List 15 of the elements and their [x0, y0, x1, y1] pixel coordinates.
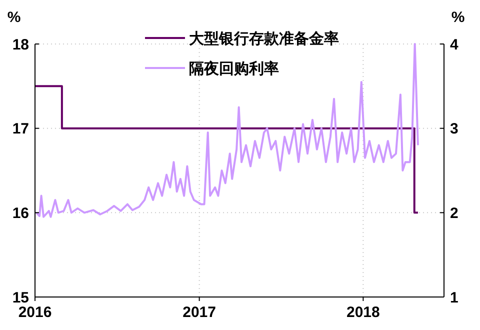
x-tick-label: 2017 — [182, 304, 216, 321]
x-tick-label: 2016 — [18, 304, 52, 321]
y-axis-title: % — [7, 9, 21, 26]
y2-tick-label: 4 — [450, 36, 459, 54]
y2-tick-label: 2 — [450, 204, 458, 222]
y2-tick-label: 3 — [450, 120, 458, 138]
y2-tick-label: 1 — [450, 289, 458, 306]
x-tick-label: 2018 — [346, 304, 380, 321]
legend-label: 大型银行存款准备金率 — [189, 29, 339, 48]
y2-axis-title: % — [451, 9, 465, 26]
y-tick-label: 17 — [12, 120, 29, 138]
legend-label: 隔夜回购利率 — [189, 59, 279, 78]
y-tick-label: 15 — [12, 289, 29, 306]
y-tick-label: 16 — [12, 204, 29, 222]
y-tick-label: 18 — [12, 36, 29, 54]
